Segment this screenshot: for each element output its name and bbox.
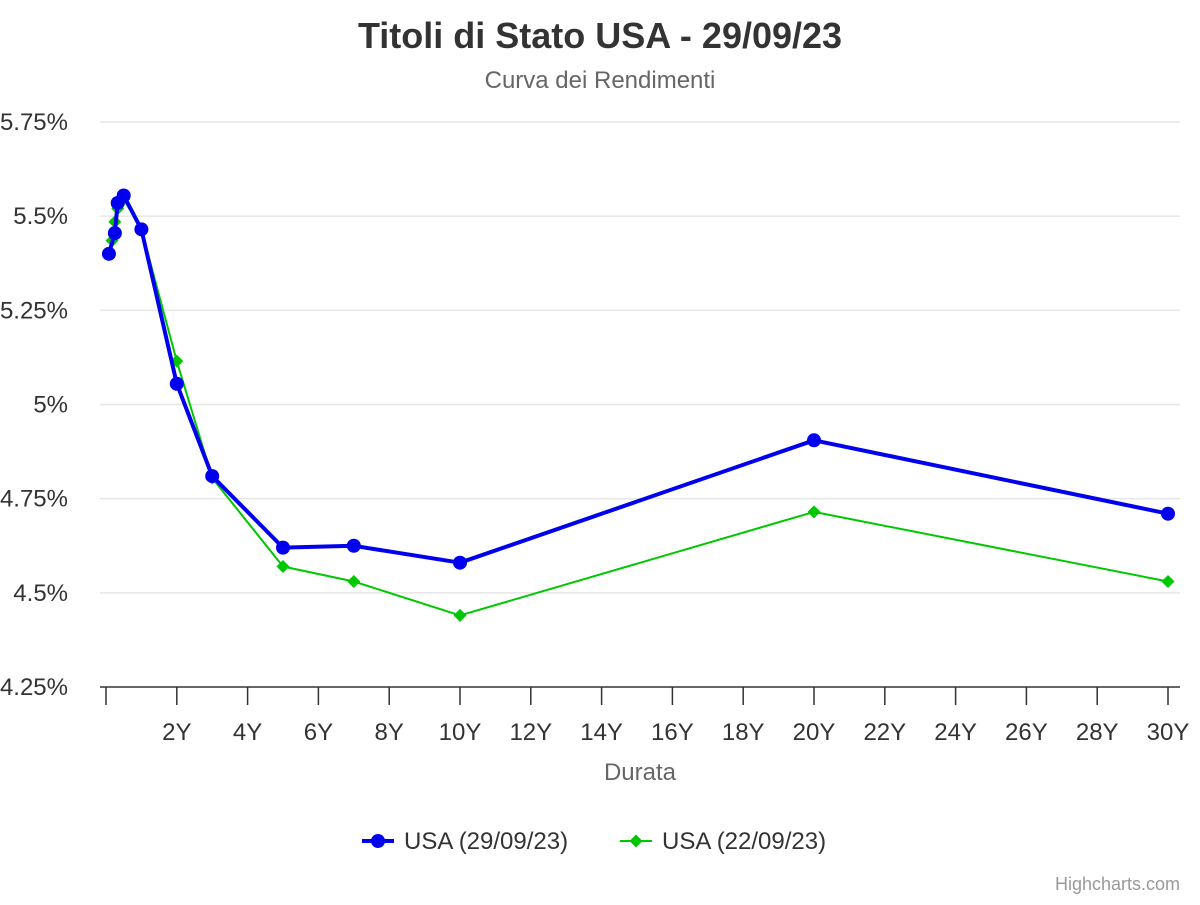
legend-label: USA (22/09/23)	[662, 828, 826, 855]
x-axis-ticks	[105, 687, 1169, 705]
data-point[interactable]	[276, 540, 290, 555]
legend-label: USA (29/09/23)	[404, 828, 568, 855]
x-tick-label: 16Y	[651, 719, 694, 746]
x-tick-label: 6Y	[304, 719, 333, 746]
x-tick-label: 24Y	[934, 719, 977, 746]
chart-title: Titoli di Stato USA - 29/09/23	[358, 15, 842, 56]
x-tick-label: 22Y	[863, 719, 906, 746]
credits-link[interactable]: Highcharts.com	[1055, 874, 1180, 894]
y-tick-label: 5%	[33, 392, 68, 419]
data-point[interactable]	[453, 608, 467, 622]
y-tick-label: 5.75%	[0, 109, 68, 136]
data-point[interactable]	[116, 188, 131, 203]
legend: USA (29/09/23) USA (22/09/23)	[362, 828, 826, 855]
x-tick-label: 8Y	[375, 719, 404, 746]
data-point[interactable]	[101, 246, 116, 261]
x-tick-label: 30Y	[1147, 719, 1190, 746]
x-tick-label: 14Y	[580, 719, 623, 746]
data-point[interactable]	[1161, 575, 1175, 589]
legend-item[interactable]: USA (29/09/23)	[362, 828, 568, 855]
x-axis-labels: 2Y 4Y 6Y 8Y 10Y 12Y 14Y 16Y 18Y 20Y 22Y 24Y 26Y 28Y 30…	[162, 719, 1189, 746]
y-tick-label: 5.5%	[13, 203, 68, 230]
x-tick-label: 10Y	[439, 719, 482, 746]
data-point[interactable]	[169, 376, 184, 391]
y-tick-label: 4.75%	[0, 486, 68, 513]
chart-subtitle: Curva dei Rendimenti	[485, 67, 716, 94]
x-tick-label: 4Y	[233, 719, 262, 746]
data-point[interactable]	[346, 538, 361, 553]
x-tick-label: 12Y	[509, 719, 552, 746]
x-tick-label: 20Y	[793, 719, 836, 746]
legend-item[interactable]: USA (22/09/23)	[620, 828, 826, 855]
y-tick-label: 4.25%	[0, 674, 68, 701]
data-point[interactable]	[1161, 506, 1175, 521]
x-tick-label: 28Y	[1076, 719, 1119, 746]
data-point[interactable]	[134, 222, 149, 237]
legend-diamond-marker	[629, 834, 643, 848]
data-point[interactable]	[107, 226, 122, 241]
data-point[interactable]	[807, 505, 821, 519]
x-tick-label: 2Y	[162, 719, 191, 746]
y-axis-labels: 4.25% 4.5% 4.75% 5% 5.25% 5.5% 5.75%	[0, 109, 68, 701]
series-group	[101, 188, 1175, 570]
legend-circle-marker	[371, 834, 385, 848]
data-point[interactable]	[347, 575, 361, 589]
grid-lines	[100, 121, 1180, 594]
data-point[interactable]	[453, 555, 467, 570]
x-axis-title: Durata	[604, 759, 677, 786]
data-point[interactable]	[205, 469, 220, 484]
x-tick-label: 18Y	[722, 719, 765, 746]
data-point[interactable]	[276, 559, 290, 573]
y-tick-label: 5.25%	[0, 297, 68, 324]
y-tick-label: 4.5%	[13, 580, 68, 607]
data-point[interactable]	[807, 433, 821, 448]
series-layer	[101, 188, 1175, 622]
x-tick-label: 26Y	[1005, 719, 1048, 746]
